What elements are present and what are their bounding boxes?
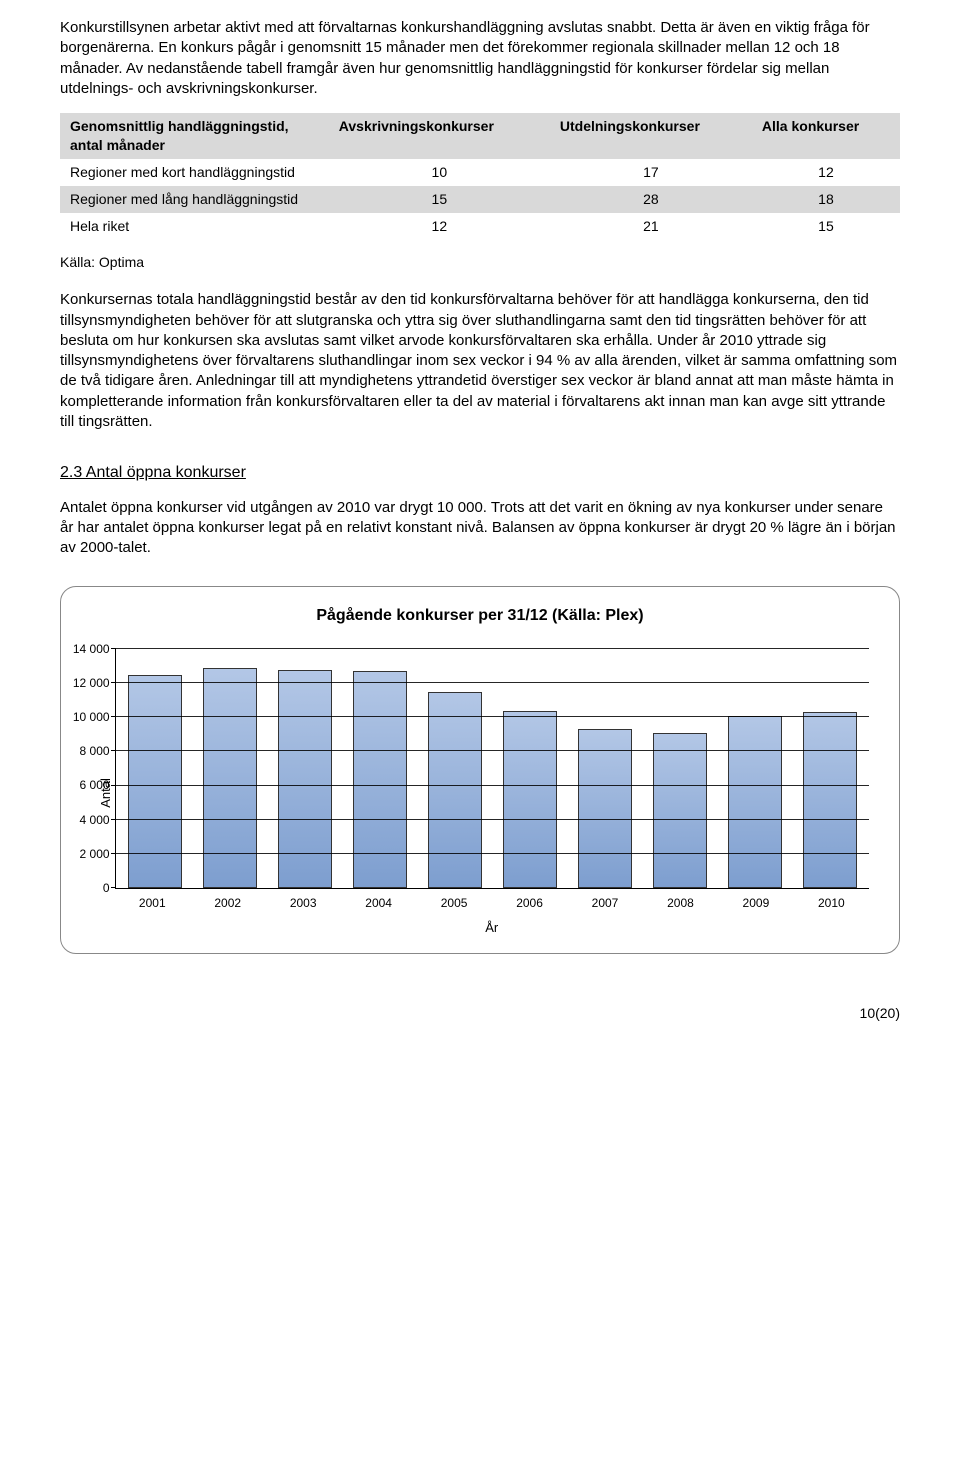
row-value: 28 (550, 186, 752, 213)
y-tick-label: 4 000 (80, 812, 116, 828)
gridline (116, 819, 869, 820)
row-value: 21 (550, 213, 752, 240)
processing-time-table: Genomsnittlig handläggningstid, antal må… (60, 113, 900, 239)
gridline (116, 716, 869, 717)
y-tick-label: 2 000 (80, 846, 116, 862)
bar (203, 668, 257, 888)
table-source: Källa: Optima (60, 253, 900, 272)
bar (728, 716, 782, 888)
bar (128, 675, 182, 888)
y-tick-label: 6 000 (80, 778, 116, 794)
x-tick-label: 2001 (115, 895, 190, 911)
bar (278, 670, 332, 889)
y-tick-label: 10 000 (73, 709, 116, 725)
row-value: 18 (752, 186, 900, 213)
body-paragraph: Konkursernas totala handläggningstid bes… (60, 290, 900, 432)
gridline (116, 682, 869, 683)
table-row: Regioner med kort handläggningstid101712 (60, 159, 900, 186)
table-row: Regioner med lång handläggningstid152818 (60, 186, 900, 213)
row-value: 12 (329, 213, 550, 240)
chart-x-title: År (115, 919, 869, 937)
y-tick-label: 12 000 (73, 675, 116, 691)
row-value: 15 (752, 213, 900, 240)
bar (503, 711, 557, 889)
th-metric: Genomsnittlig handläggningstid, antal må… (60, 113, 329, 159)
row-label: Hela riket (60, 213, 329, 240)
bar (578, 729, 632, 888)
gridline (116, 785, 869, 786)
table-row: Hela riket122115 (60, 213, 900, 240)
chart-title: Pågående konkurser per 31/12 (Källa: Ple… (91, 605, 869, 627)
section-heading: 2.3 Antal öppna konkurser (60, 462, 900, 484)
bar (353, 671, 407, 888)
row-value: 15 (329, 186, 550, 213)
row-value: 10 (329, 159, 550, 186)
th-alla: Alla konkurser (752, 113, 900, 159)
x-tick-label: 2009 (718, 895, 793, 911)
x-tick-label: 2008 (643, 895, 718, 911)
chart-x-labels: 2001200220032004200520062007200820092010 (115, 895, 869, 911)
gridline (116, 853, 869, 854)
y-tick-label: 0 (103, 880, 116, 896)
x-tick-label: 2007 (567, 895, 642, 911)
intro-paragraph: Konkurstillsynen arbetar aktivt med att … (60, 18, 900, 99)
x-tick-label: 2006 (492, 895, 567, 911)
bar (653, 733, 707, 888)
x-tick-label: 2002 (190, 895, 265, 911)
th-avskrivning: Avskrivningskonkurser (329, 113, 550, 159)
page-number: 10(20) (60, 1004, 900, 1023)
chart-container: Pågående konkurser per 31/12 (Källa: Ple… (60, 586, 900, 953)
row-label: Regioner med lång handläggningstid (60, 186, 329, 213)
chart-plot-area: 02 0004 0006 0008 00010 00012 00014 000 (115, 649, 869, 889)
bar (428, 692, 482, 888)
gridline (116, 648, 869, 649)
gridline (116, 750, 869, 751)
row-value: 17 (550, 159, 752, 186)
x-tick-label: 2004 (341, 895, 416, 911)
bar (803, 712, 857, 888)
th-utdelning: Utdelningskonkurser (550, 113, 752, 159)
y-tick-label: 14 000 (73, 641, 116, 657)
x-tick-label: 2010 (794, 895, 869, 911)
y-tick-label: 8 000 (80, 743, 116, 759)
section-paragraph: Antalet öppna konkurser vid utgången av … (60, 498, 900, 559)
row-label: Regioner med kort handläggningstid (60, 159, 329, 186)
x-tick-label: 2003 (265, 895, 340, 911)
x-tick-label: 2005 (416, 895, 491, 911)
row-value: 12 (752, 159, 900, 186)
